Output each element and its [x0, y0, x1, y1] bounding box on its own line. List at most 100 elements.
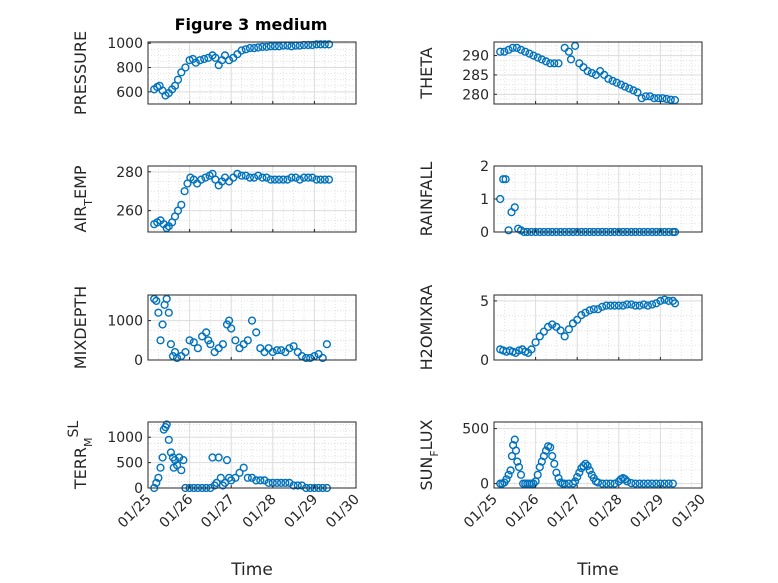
data-point — [204, 336, 213, 345]
data-point — [241, 171, 250, 180]
data-point — [537, 55, 546, 64]
data-point — [516, 470, 526, 479]
data-point — [610, 479, 619, 488]
data-point — [283, 175, 292, 184]
subplot-sunflux: 0 500 01/25 01/26 01/27 01/28 01/29 01/30 Time SU… — [417, 419, 709, 580]
data-point — [516, 45, 526, 54]
data-point — [289, 342, 298, 351]
data-point — [602, 479, 611, 488]
y-tick-label: 800 — [116, 61, 143, 77]
data-point — [231, 473, 240, 482]
data-point — [662, 94, 671, 104]
data-point — [152, 296, 161, 306]
data-point — [643, 479, 653, 488]
y-tick-label: 500 — [462, 422, 489, 438]
data-point — [239, 463, 248, 472]
data-point — [243, 473, 252, 482]
y-axis-label-main: TERR — [71, 447, 90, 490]
data-point — [266, 42, 275, 51]
data-point — [180, 187, 189, 196]
y-axis-label-main: RAINFALL — [417, 162, 436, 237]
data-point — [527, 345, 536, 354]
data-point — [529, 51, 538, 60]
data-point — [575, 468, 584, 477]
y-tick-label: 280 — [462, 87, 489, 103]
data-point — [583, 66, 592, 76]
data-point — [546, 59, 555, 68]
data-point — [641, 92, 650, 101]
y-axis-label-main: MIXDEPTH — [71, 286, 90, 369]
data-point — [173, 75, 183, 84]
data-point — [554, 59, 563, 68]
data-point — [510, 435, 519, 444]
data-point — [241, 45, 250, 54]
data-point — [227, 476, 236, 485]
x-tick-label: 01/28 — [240, 492, 280, 532]
data-point — [250, 43, 259, 53]
data-point — [616, 80, 626, 89]
data-point — [583, 461, 592, 471]
y-axis-label-main: THETA — [417, 47, 436, 99]
data-point — [252, 328, 261, 337]
subplot-terrmsl: 0 500 1000 01/25 01/26 01/27 01/28 01/29 01/30 Ti… — [66, 420, 363, 580]
data-point — [235, 468, 244, 477]
y-axis-label: MIXDEPTH — [71, 286, 90, 369]
data-point — [297, 481, 307, 490]
data-point — [272, 346, 282, 355]
y-tick-label: 600 — [116, 85, 143, 101]
y-axis-label-main: PRESSURE — [71, 31, 90, 115]
data-point — [222, 456, 232, 465]
data-point — [262, 42, 271, 52]
data-point — [550, 459, 559, 468]
axes-box — [147, 165, 357, 233]
data-point — [156, 336, 165, 345]
data-point — [324, 175, 334, 184]
data-point — [272, 478, 282, 488]
data-point — [268, 348, 277, 357]
data-point — [304, 173, 313, 182]
y-tick-label: 1 — [480, 192, 489, 208]
data-point — [618, 301, 628, 310]
y-axis-label: H2OMIXRA — [417, 285, 436, 371]
data-point — [598, 302, 607, 311]
data-point — [556, 326, 565, 335]
data-point — [201, 173, 210, 182]
y-tick-label: 1000 — [107, 36, 143, 52]
data-point — [622, 300, 632, 309]
x-tick-label: 01/26 — [503, 491, 543, 531]
data-point — [585, 466, 594, 475]
data-point — [566, 55, 576, 64]
data-point — [285, 344, 294, 353]
data-point — [564, 325, 574, 334]
subplot-theta: 280 285 290 THETA — [417, 41, 703, 105]
data-point — [499, 175, 508, 184]
data-point — [581, 308, 590, 317]
data-point — [243, 336, 252, 345]
subplot-airtemp: 260 280 AIRTEMP — [71, 165, 357, 233]
data-point — [225, 56, 234, 65]
data-point — [164, 308, 173, 317]
data-point — [612, 78, 621, 87]
data-point — [216, 473, 225, 482]
data-point — [320, 175, 329, 184]
data-point — [652, 479, 661, 488]
data-point — [262, 173, 271, 182]
data-point — [177, 466, 186, 475]
data-point — [247, 473, 257, 482]
data-point — [504, 45, 513, 54]
y-axis-label-suffix: LUX — [417, 419, 436, 450]
subplot-pressure: 600 800 1000 PRESSURE — [71, 31, 357, 115]
data-point — [496, 47, 505, 56]
data-point — [154, 473, 163, 482]
data-point — [546, 443, 555, 452]
data-point — [531, 338, 540, 347]
data-point — [293, 481, 302, 490]
y-tick-label: 2 — [480, 159, 489, 175]
x-tick-label: 01/27 — [198, 492, 238, 532]
data-point — [500, 47, 509, 56]
data-point — [668, 296, 678, 306]
x-tick-label: 01/28 — [586, 492, 626, 532]
data-point — [179, 456, 188, 465]
data-point — [306, 353, 315, 363]
data-point — [316, 40, 325, 49]
